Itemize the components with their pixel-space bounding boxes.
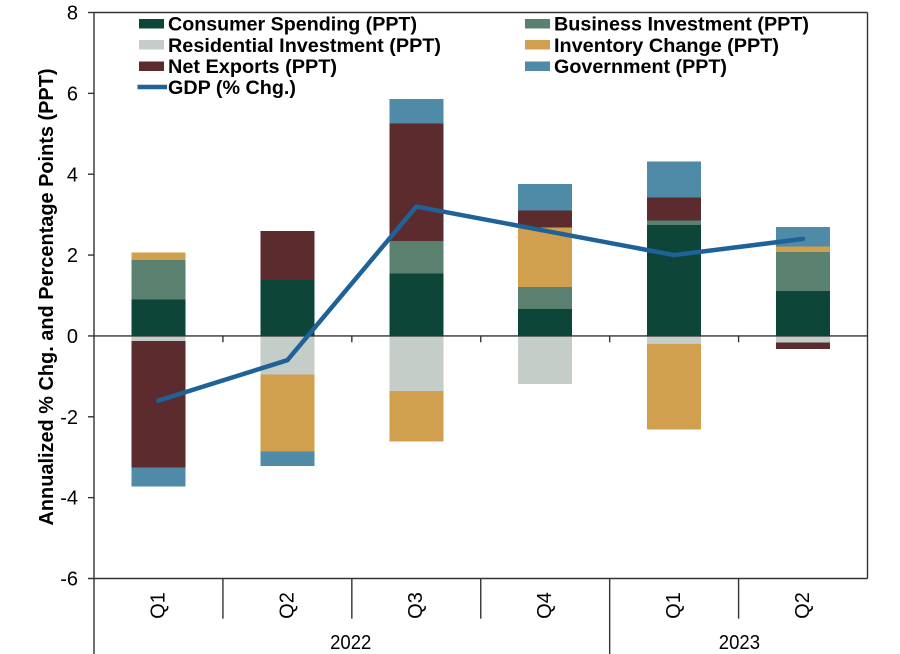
svg-text:Q4: Q4 — [534, 592, 556, 619]
svg-text:GDP (% Chg.): GDP (% Chg.) — [168, 78, 296, 99]
svg-text:8: 8 — [67, 3, 78, 25]
svg-text:Q2: Q2 — [792, 592, 814, 619]
svg-text:Q1: Q1 — [147, 592, 169, 619]
svg-text:-4: -4 — [60, 488, 78, 510]
svg-text:0: 0 — [67, 326, 78, 348]
svg-text:Consumer Spending (PPT): Consumer Spending (PPT) — [168, 15, 417, 36]
svg-text:Business Investment (PPT): Business Investment (PPT) — [554, 15, 809, 36]
svg-text:Q3: Q3 — [405, 592, 427, 619]
svg-text:-2: -2 — [60, 407, 78, 429]
svg-text:2022: 2022 — [330, 632, 371, 654]
svg-text:Q1: Q1 — [663, 592, 685, 619]
svg-text:Net Exports (PPT): Net Exports (PPT) — [168, 57, 337, 78]
svg-text:2: 2 — [67, 245, 78, 267]
svg-text:2023: 2023 — [719, 632, 760, 654]
svg-text:Residential Investment (PPT): Residential Investment (PPT) — [168, 36, 441, 57]
svg-text:Government (PPT): Government (PPT) — [554, 57, 727, 78]
svg-text:Annualized % Chg. and Percenta: Annualized % Chg. and Percentage Points … — [36, 69, 58, 526]
svg-text:6: 6 — [67, 83, 78, 105]
svg-text:Inventory Change (PPT): Inventory Change (PPT) — [554, 36, 779, 57]
svg-text:4: 4 — [67, 164, 78, 186]
svg-text:Q2: Q2 — [276, 592, 298, 619]
svg-text:-6: -6 — [60, 569, 78, 591]
